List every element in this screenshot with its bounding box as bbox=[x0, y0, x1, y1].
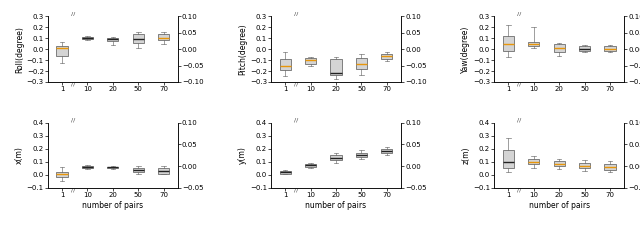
X-axis label: number of pairs: number of pairs bbox=[529, 201, 589, 210]
Y-axis label: z(m): z(m) bbox=[461, 146, 470, 164]
Bar bbox=[280, 59, 291, 70]
Bar bbox=[132, 168, 144, 172]
Bar bbox=[356, 153, 367, 157]
Text: //: // bbox=[294, 82, 298, 87]
Bar bbox=[305, 59, 316, 64]
Bar bbox=[56, 46, 68, 56]
Bar bbox=[528, 159, 540, 164]
Bar bbox=[132, 35, 144, 43]
Text: //: // bbox=[517, 118, 522, 122]
Bar bbox=[305, 164, 316, 167]
Bar bbox=[82, 166, 93, 168]
X-axis label: number of pairs: number of pairs bbox=[83, 201, 143, 210]
Text: //: // bbox=[517, 82, 522, 87]
Bar bbox=[554, 44, 564, 52]
Bar bbox=[579, 46, 590, 51]
Y-axis label: y(m): y(m) bbox=[238, 146, 247, 164]
Bar bbox=[381, 54, 392, 59]
Y-axis label: Pitch(degree): Pitch(degree) bbox=[238, 23, 247, 75]
Bar bbox=[554, 161, 564, 166]
Bar bbox=[502, 150, 514, 168]
Text: //: // bbox=[71, 118, 76, 122]
Bar bbox=[356, 59, 367, 69]
Bar bbox=[108, 167, 118, 168]
Y-axis label: Roll(degree): Roll(degree) bbox=[15, 26, 24, 73]
Y-axis label: Yaw(degree): Yaw(degree) bbox=[461, 26, 470, 73]
Y-axis label: x(m): x(m) bbox=[15, 146, 24, 164]
Text: //: // bbox=[294, 188, 298, 193]
Text: //: // bbox=[517, 188, 522, 193]
Bar bbox=[158, 168, 170, 174]
Bar bbox=[604, 164, 616, 170]
Bar bbox=[280, 171, 291, 174]
Bar bbox=[579, 163, 590, 168]
Bar bbox=[381, 149, 392, 153]
Bar bbox=[604, 47, 616, 51]
Bar bbox=[56, 172, 68, 177]
Bar bbox=[330, 59, 342, 75]
Text: //: // bbox=[294, 118, 298, 122]
X-axis label: number of pairs: number of pairs bbox=[305, 201, 367, 210]
Bar bbox=[82, 37, 93, 39]
Text: //: // bbox=[71, 188, 76, 193]
Bar bbox=[158, 35, 170, 40]
Bar bbox=[108, 38, 118, 41]
Text: //: // bbox=[71, 12, 76, 16]
Bar bbox=[502, 36, 514, 51]
Text: //: // bbox=[294, 12, 298, 16]
Text: //: // bbox=[517, 12, 522, 16]
Bar bbox=[330, 155, 342, 161]
Bar bbox=[528, 42, 540, 47]
Text: //: // bbox=[71, 82, 76, 87]
